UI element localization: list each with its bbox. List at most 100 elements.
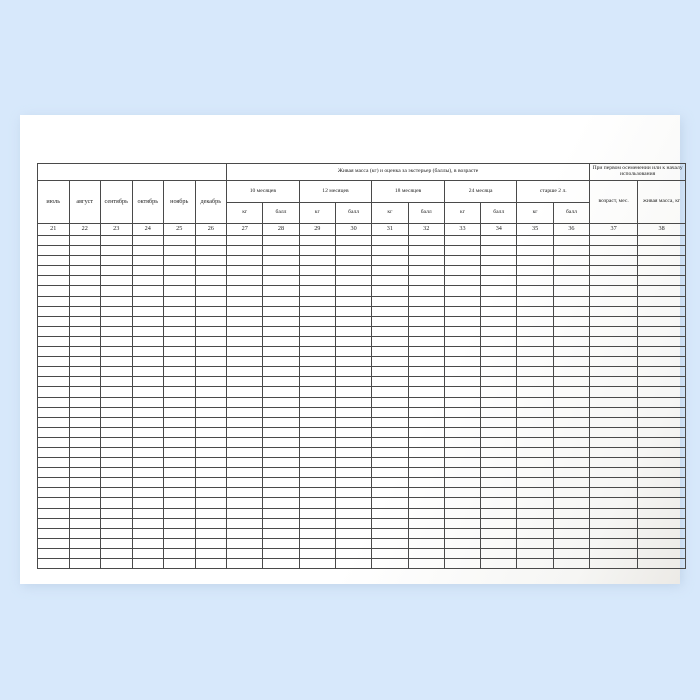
table-cell[interactable] [68,446,101,459]
table-cell[interactable] [516,507,554,519]
table-cell[interactable] [163,507,196,519]
table-cell[interactable] [334,487,373,499]
table-cell[interactable] [443,446,482,459]
table-cell[interactable] [131,396,164,408]
table-cell[interactable] [516,245,554,257]
table-cell[interactable] [298,234,336,247]
table-cell[interactable] [334,315,373,327]
table-cell[interactable] [298,325,336,337]
table-cell[interactable] [516,366,554,378]
table-cell[interactable] [226,487,264,499]
table-cell[interactable] [407,376,445,388]
table-cell[interactable] [262,517,300,529]
table-cell[interactable] [589,376,639,388]
table-cell[interactable] [131,426,164,438]
table-cell[interactable] [637,234,687,247]
table-cell[interactable] [443,547,482,560]
table-cell[interactable] [226,255,264,267]
table-cell[interactable] [194,446,228,459]
table-row[interactable] [37,346,687,358]
table-cell[interactable] [68,386,101,398]
table-cell[interactable] [68,457,101,469]
table-cell[interactable] [68,497,101,509]
table-cell[interactable] [589,386,639,398]
table-cell[interactable] [480,517,518,529]
table-cell[interactable] [407,255,445,267]
table-cell[interactable] [552,457,591,469]
table-cell[interactable] [68,527,101,539]
table-cell[interactable] [371,457,409,469]
table-cell[interactable] [226,547,264,560]
table-cell[interactable] [131,507,164,519]
table-cell[interactable] [298,457,336,469]
table-cell[interactable] [480,295,518,307]
table-cell[interactable] [100,265,133,277]
table-cell[interactable] [298,366,336,378]
table-cell[interactable] [480,335,518,348]
table-cell[interactable] [334,275,373,287]
table-cell[interactable] [131,295,164,307]
table-cell[interactable] [194,335,228,348]
table-cell[interactable] [480,477,518,489]
table-cell[interactable] [100,497,133,509]
table-cell[interactable] [516,487,554,499]
table-cell[interactable] [100,507,133,519]
table-cell[interactable] [37,285,70,297]
table-cell[interactable] [37,396,70,408]
table-cell[interactable] [407,295,445,307]
table-cell[interactable] [298,275,336,287]
table-cell[interactable] [371,436,409,448]
table-cell[interactable] [163,497,196,509]
table-cell[interactable] [516,517,554,529]
table-cell[interactable] [589,507,639,519]
table-row[interactable] [37,366,687,378]
table-cell[interactable] [131,497,164,509]
table-cell[interactable] [334,517,373,529]
table-cell[interactable] [516,537,554,549]
table-cell[interactable] [443,426,482,438]
table-cell[interactable] [480,497,518,509]
table-cell[interactable] [552,436,591,448]
table-cell[interactable] [194,517,228,529]
table-cell[interactable] [516,467,554,479]
table-cell[interactable] [298,517,336,529]
table-cell[interactable] [589,234,639,247]
table-cell[interactable] [480,406,518,418]
table-cell[interactable] [163,487,196,499]
table-cell[interactable] [163,275,196,287]
table-cell[interactable] [443,275,482,287]
table-cell[interactable] [443,346,482,358]
table-cell[interactable] [371,245,409,257]
table-cell[interactable] [407,346,445,358]
table-cell[interactable] [226,426,264,438]
table-cell[interactable] [298,426,336,438]
table-cell[interactable] [407,547,445,560]
table-cell[interactable] [100,315,133,327]
table-cell[interactable] [100,356,133,368]
table-cell[interactable] [443,467,482,479]
table-cell[interactable] [163,234,196,247]
table-cell[interactable] [262,234,300,247]
table-cell[interactable] [334,386,373,398]
table-cell[interactable] [443,234,482,247]
table-cell[interactable] [100,477,133,489]
table-cell[interactable] [516,376,554,388]
table-cell[interactable] [589,457,639,469]
table-cell[interactable] [637,335,687,348]
table-cell[interactable] [443,255,482,267]
table-cell[interactable] [637,457,687,469]
table-row[interactable] [37,477,687,489]
table-cell[interactable] [37,477,70,489]
table-cell[interactable] [298,386,336,398]
table-cell[interactable] [100,467,133,479]
table-cell[interactable] [194,234,228,247]
table-cell[interactable] [37,234,70,247]
table-cell[interactable] [262,295,300,307]
table-cell[interactable] [334,234,373,247]
table-cell[interactable] [637,245,687,257]
table-cell[interactable] [298,335,336,348]
table-cell[interactable] [68,315,101,327]
table-cell[interactable] [371,467,409,479]
table-cell[interactable] [194,275,228,287]
table-cell[interactable] [637,386,687,398]
